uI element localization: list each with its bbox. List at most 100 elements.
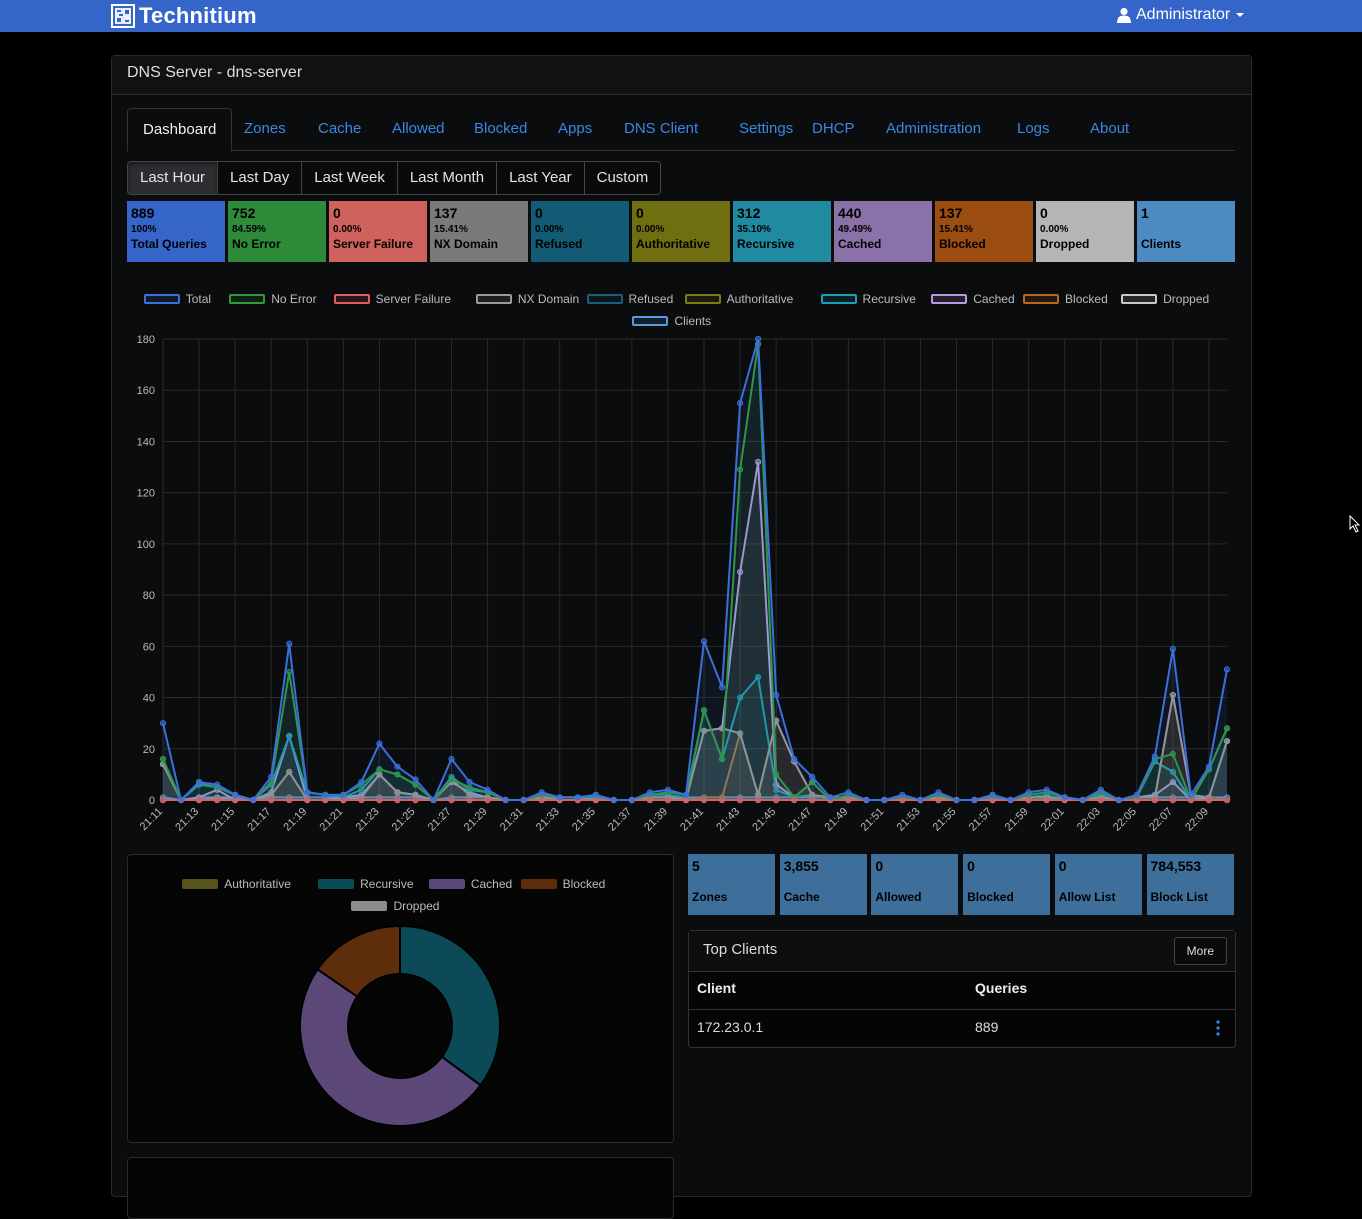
more-button[interactable]: More (1173, 937, 1227, 965)
data-point[interactable] (953, 796, 960, 804)
data-point[interactable] (935, 796, 942, 804)
data-point[interactable] (376, 766, 383, 773)
legend-item-server-failure[interactable]: Server Failure (333, 292, 451, 306)
data-point[interactable] (700, 638, 708, 645)
data-point[interactable] (286, 732, 293, 740)
legend-item-nx-domain[interactable]: NX Domain (475, 292, 579, 306)
legend-item-cached[interactable]: Cached (428, 877, 512, 891)
legend-item-blocked[interactable]: Blocked (520, 877, 605, 891)
data-point[interactable] (1169, 645, 1176, 652)
data-point[interactable] (358, 778, 365, 786)
data-point[interactable] (484, 786, 491, 793)
data-point[interactable] (394, 763, 401, 770)
data-point[interactable] (664, 786, 672, 793)
data-point[interactable] (177, 796, 185, 804)
data-point[interactable] (809, 773, 816, 781)
data-point[interactable] (1151, 753, 1158, 760)
data-point[interactable] (412, 796, 419, 804)
legend-item-recursive[interactable]: Recursive (820, 292, 916, 306)
data-point[interactable] (1169, 768, 1176, 775)
data-point[interactable] (1097, 796, 1104, 804)
range-custom-button[interactable]: Custom (583, 161, 662, 195)
data-point[interactable] (1223, 725, 1231, 732)
data-point[interactable] (718, 755, 726, 763)
data-point[interactable] (700, 707, 708, 714)
tab-logs[interactable]: Logs (1017, 120, 1050, 137)
data-point[interactable] (214, 781, 221, 788)
data-point[interactable] (935, 789, 942, 796)
data-point[interactable] (863, 796, 870, 804)
data-point[interactable] (232, 791, 239, 798)
range-last-week-button[interactable]: Last Week (301, 161, 398, 195)
data-point[interactable] (791, 796, 798, 804)
data-point[interactable] (809, 796, 816, 804)
tab-blocked[interactable]: Blocked (474, 120, 528, 137)
range-last-hour-button[interactable]: Last Hour (127, 161, 219, 195)
data-point[interactable] (574, 794, 581, 801)
legend-item-blocked[interactable]: Blocked (1023, 292, 1108, 306)
data-point[interactable] (340, 791, 347, 798)
legend-item-refused[interactable]: Refused (586, 292, 673, 306)
data-point[interactable] (736, 796, 744, 804)
tab-about[interactable]: About (1090, 120, 1130, 137)
tab-dhcp[interactable]: DHCP (812, 120, 855, 137)
data-point[interactable] (700, 796, 708, 804)
data-point[interactable] (1223, 796, 1231, 804)
data-point[interactable] (773, 786, 780, 793)
data-point[interactable] (322, 791, 329, 798)
tab-dashboard[interactable]: Dashboard (127, 108, 233, 152)
data-point[interactable] (466, 778, 473, 786)
data-point[interactable] (755, 335, 762, 343)
data-point[interactable] (430, 796, 437, 804)
legend-item-cached[interactable]: Cached (931, 292, 1015, 306)
data-point[interactable] (1205, 796, 1213, 804)
data-point[interactable] (718, 796, 726, 804)
data-point[interactable] (1043, 796, 1050, 804)
pie-slice-recursive[interactable] (399, 924, 501, 1087)
data-point[interactable] (466, 796, 473, 804)
data-point[interactable] (1061, 794, 1068, 801)
data-point[interactable] (520, 796, 527, 804)
data-point[interactable] (250, 796, 257, 804)
brand[interactable]: Technitium (111, 3, 257, 28)
data-point[interactable] (304, 796, 311, 804)
data-point[interactable] (304, 789, 311, 796)
data-point[interactable] (1223, 666, 1231, 673)
data-point[interactable] (989, 791, 996, 798)
data-point[interactable] (755, 458, 762, 466)
data-point[interactable] (1025, 796, 1032, 804)
data-point[interactable] (1169, 750, 1176, 757)
data-point[interactable] (773, 691, 780, 699)
legend-item-authoritative[interactable]: Authoritative (182, 877, 291, 891)
range-last-year-button[interactable]: Last Year (496, 161, 585, 195)
data-point[interactable] (159, 755, 167, 763)
tab-settings[interactable]: Settings (739, 120, 794, 137)
data-point[interactable] (1151, 796, 1158, 804)
data-point[interactable] (755, 796, 762, 804)
data-point[interactable] (881, 796, 888, 804)
legend-item-recursive[interactable]: Recursive (318, 877, 414, 891)
data-point[interactable] (845, 796, 852, 804)
data-point[interactable] (700, 727, 708, 734)
data-point[interactable] (448, 755, 455, 763)
data-point[interactable] (755, 673, 762, 681)
tab-zones[interactable]: Zones (244, 120, 286, 137)
data-point[interactable] (1205, 763, 1213, 770)
data-point[interactable] (736, 694, 744, 701)
data-point[interactable] (1169, 778, 1176, 786)
data-point[interactable] (791, 755, 798, 763)
data-point[interactable] (195, 796, 203, 804)
range-last-day-button[interactable]: Last Day (217, 161, 303, 195)
data-point[interactable] (736, 399, 744, 407)
data-point[interactable] (610, 796, 617, 804)
data-point[interactable] (646, 796, 654, 804)
data-point[interactable] (1169, 796, 1176, 804)
data-point[interactable] (268, 773, 275, 781)
data-point[interactable] (917, 796, 924, 804)
data-point[interactable] (556, 794, 563, 801)
data-point[interactable] (1115, 796, 1122, 804)
data-point[interactable] (646, 789, 654, 796)
data-point[interactable] (736, 568, 744, 576)
user-menu[interactable]: Administrator (1116, 6, 1245, 24)
data-point[interactable] (773, 771, 780, 778)
